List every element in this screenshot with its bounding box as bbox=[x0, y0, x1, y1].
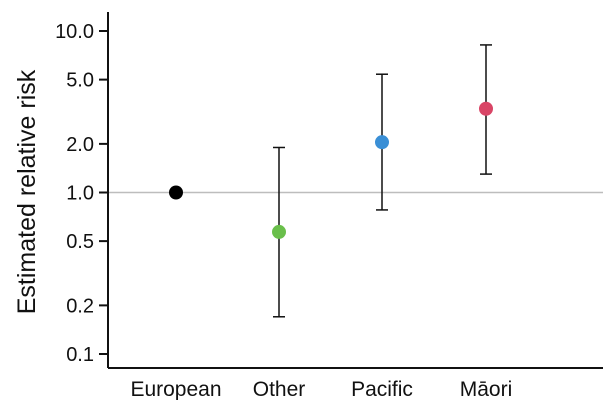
y-tick-label: 5.0 bbox=[66, 70, 94, 92]
axis-labels: 0.1 0.2 0.5 1.0 2.0 5.0 10.0 European Other Pacif… bbox=[55, 21, 512, 400]
x-category-label: Pacific bbox=[351, 378, 413, 400]
x-category-label: Māori bbox=[460, 378, 513, 400]
axes bbox=[99, 12, 603, 369]
data-point bbox=[375, 135, 389, 150]
y-tick-label: 0.5 bbox=[66, 231, 94, 253]
data-point bbox=[479, 101, 493, 116]
y-tick-label: 1.0 bbox=[66, 183, 94, 205]
data-point bbox=[169, 185, 183, 200]
y-axis-title: Estimated relative risk bbox=[13, 69, 41, 314]
data-marks bbox=[169, 44, 493, 318]
y-tick-label: 0.1 bbox=[66, 344, 94, 366]
y-tick-label: 2.0 bbox=[66, 134, 94, 156]
data-point bbox=[272, 224, 286, 239]
x-category-label: Other bbox=[253, 378, 306, 400]
y-tick-label: 0.2 bbox=[66, 295, 94, 317]
y-tick-label: 10.0 bbox=[55, 21, 94, 43]
x-category-label: European bbox=[130, 378, 221, 400]
